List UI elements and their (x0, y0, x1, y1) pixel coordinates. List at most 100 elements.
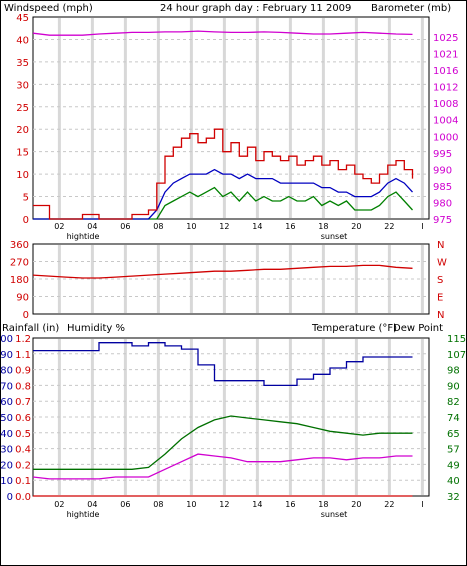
top-left-label: Windspeed (mph) (4, 3, 93, 14)
bottom-y-right-tick: 57 (447, 445, 460, 456)
top-y-right-tick: 1004 (433, 116, 458, 127)
x-tick-label: 02 (54, 222, 64, 231)
top-y-right-tick: 1021 (433, 50, 458, 61)
x-tick-label: 12 (219, 222, 229, 231)
bottom-y-humidity-tick: 0 (7, 492, 13, 503)
top-y-left-tick: 15 (16, 148, 29, 159)
x-tick-label: 10 (186, 222, 196, 231)
bottom-y-rain-tick: 0.5 (15, 429, 31, 440)
mid-y-tick: 0 (23, 310, 29, 321)
x-tick-label: 16 (285, 500, 295, 509)
bottom-y-right-tick: 40 (447, 476, 460, 487)
wind-gust-line (33, 128, 414, 220)
top-x-mark-sunset: sunset (321, 232, 348, 241)
top-y-right-tick: 980 (433, 198, 452, 209)
x-tick-label: 14 (252, 500, 262, 509)
bottom-mid-label: Humidity % (67, 323, 125, 334)
x-tick-label: 08 (153, 500, 163, 509)
bottom-y-humidity-tick: 40 (0, 429, 13, 440)
bottom-y-right-tick: 49 (447, 460, 460, 471)
bottom-y-rain-tick: 0.0 (15, 492, 31, 503)
x-tick-label: 04 (87, 222, 97, 231)
x-tick-label: 10 (186, 500, 196, 509)
bottom-y-right-tick: 65 (447, 429, 460, 440)
top-y-left-tick: 5 (23, 193, 29, 204)
x-tick-label: 06 (120, 500, 130, 509)
bottom-y-humidity-tick: 60 (0, 397, 13, 408)
x-tick-label: I (421, 500, 423, 509)
bottom-y-rain-tick: 0.9 (15, 366, 31, 377)
mid-y-tick: 180 (10, 275, 29, 286)
top-y-right-tick: 985 (433, 182, 452, 193)
bottom-y-right-tick: 90 (447, 381, 460, 392)
bottom-y-right-tick: 32 (447, 492, 460, 503)
top-y-right-tick: 975 (433, 215, 452, 226)
bottom-right-label: Temperature (°F) (311, 323, 397, 334)
bottom-y-right-tick: 74 (447, 413, 460, 424)
bottom-y-right-tick: 82 (447, 397, 460, 408)
x-tick-label: 18 (318, 222, 328, 231)
x-tick-label: 22 (384, 222, 394, 231)
x-tick-label: 08 (153, 222, 163, 231)
top-y-right-tick: 1000 (433, 132, 458, 143)
bottom-y-humidity-tick: 100 (0, 334, 13, 345)
top-y-left-tick: 20 (16, 125, 29, 136)
bottom-y-rain-tick: 1.1 (15, 350, 31, 361)
x-tick-label: 04 (87, 500, 97, 509)
top-y-right-tick: 1012 (433, 83, 458, 94)
bottom-right-label2: Dew Point (393, 323, 443, 334)
mid-y-tick: 90 (16, 293, 29, 304)
bottom-y-rain-tick: 0.1 (15, 476, 31, 487)
wind-avg-line (33, 168, 413, 220)
top-right-label: Barometer (mb) (371, 3, 451, 14)
top-y-left-tick: 10 (16, 170, 29, 181)
mid-dir-letter: W (437, 258, 447, 269)
top-y-right-tick: 995 (433, 149, 452, 160)
top-y-left-tick: 45 (16, 13, 29, 24)
bottom-y-right-tick: 115 (447, 334, 466, 345)
x-tick-label: 02 (54, 500, 64, 509)
top-y-right-tick: 990 (433, 165, 452, 176)
top-y-left-tick: 25 (16, 103, 29, 114)
mid-y-tick: 360 (10, 240, 29, 251)
top-y-left-tick: 40 (16, 35, 29, 46)
top-y-right-tick: 1008 (433, 99, 458, 110)
top-y-left-tick: 35 (16, 58, 29, 69)
mid-dir-letter: N (437, 310, 444, 321)
top-x-mark-hightide: hightide (67, 232, 100, 241)
bottom-y-humidity-tick: 50 (0, 413, 13, 424)
bottom-y-humidity-tick: 10 (0, 476, 13, 487)
temperature-line (33, 415, 413, 470)
top-plot-area (32, 16, 430, 220)
mid-dir-letter: N (437, 240, 444, 251)
bottom-y-rain-tick: 0.2 (15, 460, 31, 471)
x-tick-label: 22 (384, 500, 394, 509)
bottom-y-right-tick: 98 (447, 366, 460, 377)
bottom-y-humidity-tick: 70 (0, 381, 13, 392)
top-y-left-tick: 30 (16, 80, 29, 91)
x-tick-label: 14 (252, 222, 262, 231)
bottom-y-rain-tick: 1.2 (15, 334, 31, 345)
dewpoint-line (32, 453, 413, 480)
x-tick-label: 18 (318, 500, 328, 509)
x-tick-label: 20 (351, 500, 361, 509)
x-tick-label: 12 (219, 500, 229, 509)
x-tick-label: 06 (120, 222, 130, 231)
bottom-y-right-tick: 107 (447, 350, 466, 361)
top-y-right-tick: 1025 (433, 33, 458, 44)
bottom-x-mark-sunset: sunset (321, 510, 348, 519)
x-tick-label: 16 (285, 222, 295, 231)
humidity-line (33, 342, 413, 387)
bottom-y-humidity-tick: 80 (0, 366, 13, 377)
mid-y-tick: 270 (10, 258, 29, 269)
bottom-left-label: Rainfall (in) (2, 323, 59, 334)
bottom-y-rain-tick: 0.4 (15, 445, 31, 456)
bottom-y-humidity-tick: 90 (0, 350, 13, 361)
mid-dir-letter: E (437, 293, 443, 304)
bottom-y-humidity-tick: 30 (0, 445, 13, 456)
bottom-x-mark-hightide: hightide (67, 510, 100, 519)
barometer-line (32, 30, 413, 36)
top-y-right-tick: 1016 (433, 66, 458, 77)
x-tick-label: I (421, 222, 423, 231)
